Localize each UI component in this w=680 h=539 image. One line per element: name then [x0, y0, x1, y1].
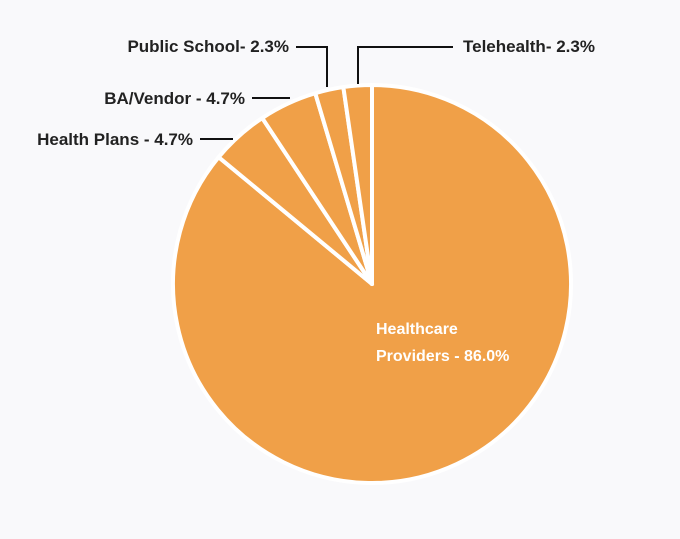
- slice-labels: Healthcare Providers - 86.0% Health Plans …: [37, 37, 595, 365]
- slice-label-line: Providers - 86.0%: [376, 348, 509, 365]
- pie-slices: [171, 82, 573, 485]
- slice-label-3: Public School- 2.3%: [127, 37, 289, 56]
- slice-label-line: Healthcare: [376, 321, 458, 338]
- pie-slice-4: [341, 82, 374, 286]
- slice-label-2: BA/Vendor - 4.7%: [104, 89, 245, 108]
- leader-line-3: [296, 46, 328, 87]
- slice-label-0: Healthcare Providers - 86.0%: [376, 321, 509, 365]
- pie-slice-0: [171, 83, 573, 485]
- slice-label-1: Health Plans - 4.7%: [37, 130, 193, 149]
- leader-line-4: [357, 46, 453, 84]
- slice-label-4: Telehealth- 2.3%: [463, 37, 595, 56]
- leader-lines: [200, 46, 453, 140]
